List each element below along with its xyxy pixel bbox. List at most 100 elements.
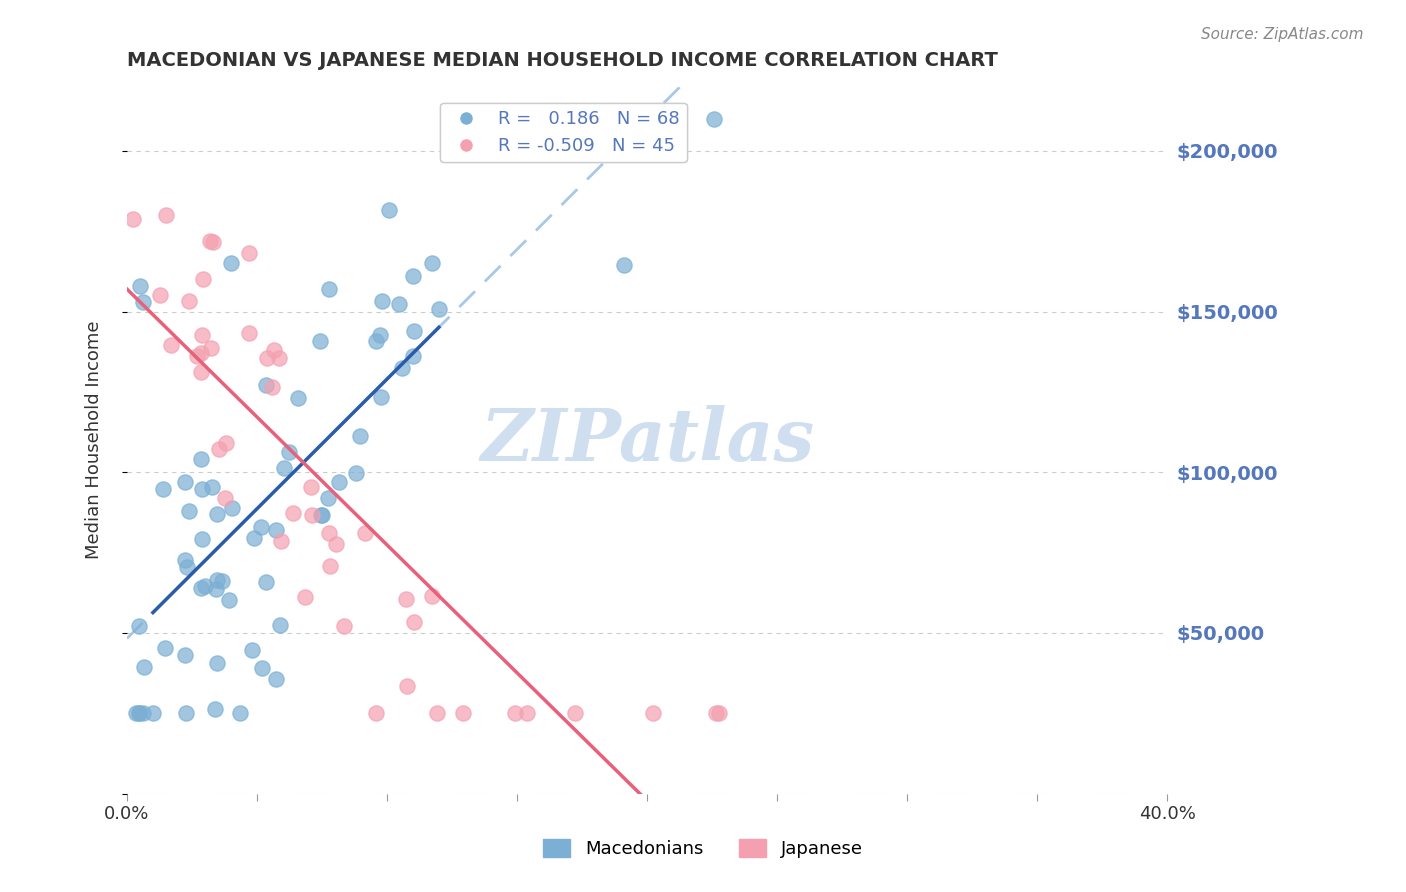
Point	[254, 377, 277, 392]
Point	[176, 560, 198, 574]
Point	[394, 592, 416, 607]
Point	[515, 706, 537, 721]
Point	[707, 706, 730, 721]
Point	[368, 328, 391, 343]
Point	[131, 706, 153, 721]
Point	[402, 349, 425, 363]
Point	[240, 642, 263, 657]
Point	[238, 246, 260, 260]
Point	[194, 579, 217, 593]
Point	[364, 334, 387, 348]
Point	[264, 524, 287, 538]
Point	[191, 482, 214, 496]
Point	[152, 482, 174, 496]
Legend: Macedonians, Japanese: Macedonians, Japanese	[536, 831, 870, 865]
Point	[155, 208, 177, 222]
Point	[263, 343, 285, 357]
Point	[451, 706, 474, 721]
Point	[267, 351, 290, 365]
Point	[277, 445, 299, 459]
Point	[204, 702, 226, 716]
Point	[254, 575, 277, 590]
Point	[613, 258, 636, 272]
Point	[371, 293, 394, 308]
Point	[190, 581, 212, 595]
Point	[149, 288, 172, 302]
Point	[131, 294, 153, 309]
Point	[349, 428, 371, 442]
Point	[191, 532, 214, 546]
Point	[269, 618, 291, 632]
Point	[378, 203, 401, 218]
Point	[155, 641, 177, 656]
Point	[205, 574, 228, 588]
Legend: R =   0.186   N = 68, R = -0.509   N = 45: R = 0.186 N = 68, R = -0.509 N = 45	[440, 103, 688, 162]
Point	[704, 706, 727, 721]
Point	[128, 618, 150, 632]
Point	[208, 442, 231, 456]
Point	[402, 268, 425, 283]
Point	[309, 508, 332, 522]
Point	[229, 706, 252, 721]
Point	[128, 706, 150, 721]
Point	[128, 706, 150, 721]
Point	[641, 706, 664, 721]
Point	[318, 526, 340, 541]
Point	[402, 324, 425, 338]
Point	[207, 656, 229, 670]
Point	[204, 582, 226, 596]
Point	[190, 346, 212, 360]
Point	[396, 679, 419, 693]
Point	[503, 706, 526, 721]
Point	[201, 480, 224, 494]
Point	[250, 520, 273, 534]
Point	[270, 534, 292, 549]
Point	[142, 706, 165, 721]
Point	[179, 504, 201, 518]
Point	[193, 271, 215, 285]
Y-axis label: Median Household Income: Median Household Income	[86, 321, 103, 559]
Point	[299, 480, 322, 494]
Point	[391, 361, 413, 376]
Point	[485, 130, 508, 145]
Point	[202, 235, 225, 249]
Point	[174, 553, 197, 567]
Point	[177, 294, 200, 309]
Point	[256, 351, 278, 366]
Point	[564, 706, 586, 721]
Point	[186, 349, 208, 363]
Point	[205, 507, 228, 521]
Point	[344, 466, 367, 480]
Point	[311, 508, 333, 523]
Point	[422, 590, 444, 604]
Point	[174, 706, 197, 721]
Point	[370, 390, 392, 404]
Point	[703, 112, 725, 126]
Point	[294, 591, 316, 605]
Point	[318, 282, 340, 296]
Point	[238, 326, 260, 340]
Point	[191, 327, 214, 342]
Point	[125, 706, 148, 721]
Point	[273, 461, 295, 475]
Text: MACEDONIAN VS JAPANESE MEDIAN HOUSEHOLD INCOME CORRELATION CHART: MACEDONIAN VS JAPANESE MEDIAN HOUSEHOLD …	[127, 51, 998, 70]
Point	[159, 338, 181, 352]
Point	[173, 475, 195, 490]
Point	[215, 436, 238, 450]
Point	[221, 501, 243, 516]
Text: ZIPatlas: ZIPatlas	[479, 405, 814, 475]
Point	[214, 491, 236, 505]
Point	[420, 256, 443, 270]
Point	[190, 365, 212, 379]
Point	[325, 537, 347, 551]
Point	[218, 593, 240, 607]
Point	[211, 574, 233, 588]
Point	[402, 615, 425, 630]
Point	[281, 506, 304, 520]
Point	[134, 660, 156, 674]
Point	[354, 526, 377, 541]
Point	[219, 256, 242, 270]
Point	[429, 301, 451, 316]
Point	[129, 278, 152, 293]
Point	[308, 334, 330, 349]
